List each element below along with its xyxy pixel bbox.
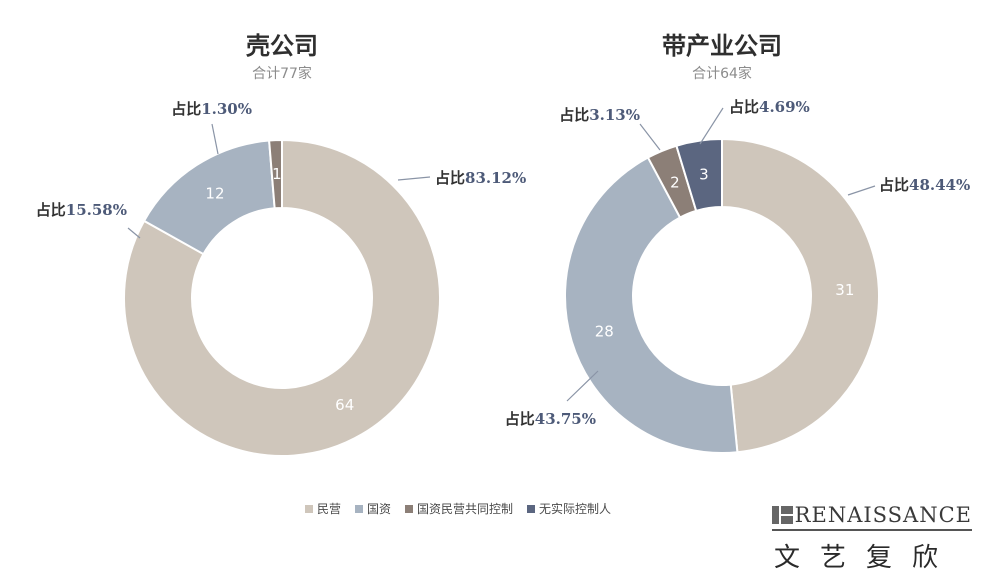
leader-line [566, 370, 599, 402]
leader-line [699, 107, 724, 145]
leader-line [397, 176, 431, 181]
slice-value-label: 2 [670, 173, 680, 191]
leader-line [639, 123, 661, 151]
percent-annotation: 占比1.30% [171, 100, 252, 118]
percent-annotation: 占比48.44% [879, 176, 970, 194]
brand-logo: RENAISSANCE 文艺复欣 [772, 503, 972, 574]
percent-annotation: 占比83.12% [435, 169, 526, 187]
donut-slice-国资民营共同控制 [268, 138, 283, 210]
brand-name-cn: 文艺复欣 [774, 543, 959, 573]
chart-subtitle: 合计64家 [692, 65, 752, 82]
legend-item-none: 无实际控制人 [527, 500, 611, 517]
legend-swatch [355, 504, 364, 513]
legend-item-private: 民营 [305, 500, 341, 517]
percent-annotation: 占比43.75% [505, 410, 596, 428]
slice-value-label: 28 [595, 323, 614, 341]
slice-value-label: 31 [835, 281, 854, 299]
legend-swatch [527, 504, 536, 513]
slice-value-label: 3 [699, 165, 709, 183]
legend-label: 民营 [317, 502, 342, 516]
leader-line [211, 123, 219, 155]
legend-label: 无实际控制人 [539, 502, 612, 516]
legend-swatch [305, 504, 313, 513]
donut-slice-民营 [123, 138, 441, 457]
legend-item-joint: 国资民营共同控制 [405, 500, 513, 517]
chart-legend: 民营 国资 国资民营共同控制 无实际控制人 [305, 500, 611, 517]
slice-value-label: 12 [205, 185, 224, 203]
donut-slice-无实际控制人 [675, 137, 723, 213]
brand-top: RENAISSANCE [772, 503, 972, 531]
percent-annotation: 占比15.58% [36, 201, 127, 219]
brand-mark-icon [772, 504, 793, 526]
leader-line [127, 227, 141, 239]
legend-swatch [405, 504, 414, 513]
donut-slice-国资 [564, 156, 739, 454]
slice-value-label: 1 [272, 165, 282, 183]
legend-label: 国资 [367, 502, 392, 516]
brand-name-en: RENAISSANCE [794, 503, 972, 527]
slice-value-label: 64 [335, 396, 354, 414]
chart-title: 带产业公司 [662, 31, 782, 60]
leader-line [847, 185, 876, 196]
legend-label: 国资民营共同控制 [417, 502, 514, 516]
chart-title: 壳公司 [245, 31, 318, 60]
percent-annotation: 占比3.13% [559, 106, 640, 124]
legend-item-state: 国资 [355, 500, 391, 517]
donut-slice-民营 [721, 137, 880, 454]
percent-annotation: 占比4.69% [729, 98, 810, 116]
chart-subtitle: 合计77家 [252, 65, 312, 82]
